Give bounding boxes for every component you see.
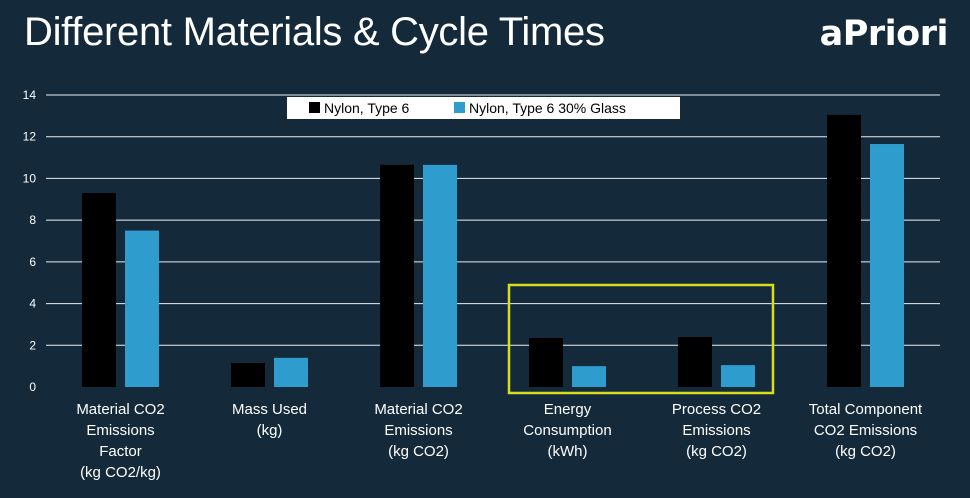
bar-nylon-type-6-30-glass [423, 164, 457, 387]
x-category-label: Material CO2 Emissions (kg CO2) [374, 401, 462, 460]
x-category-label: Energy Consumption (kWh) [523, 401, 611, 460]
bar-nylon-type-6 [231, 363, 265, 387]
x-category-label-line: Consumption [523, 422, 611, 439]
bar-nylon-type-6-30-glass [572, 366, 606, 387]
logo-text: aPriori [819, 14, 949, 54]
x-category-label-line: (kg CO2) [835, 443, 896, 460]
apriori-logo: aPriori [819, 14, 949, 54]
x-category-label: Process CO2 Emissions (kg CO2) [672, 401, 761, 460]
bar-nylon-type-6 [827, 114, 861, 388]
x-category-label-line: (kg) [257, 422, 283, 439]
x-category-label-line: (kWh) [548, 443, 588, 460]
bar-nylon-type-6-30-glass [721, 365, 755, 387]
y-tick-label: 0 [29, 380, 36, 394]
x-category-label-line: Emissions [86, 422, 154, 439]
highlight-box [507, 283, 775, 395]
y-tick-label: 6 [29, 255, 36, 269]
y-tick-label: 8 [29, 213, 36, 227]
x-category-label-line: Material CO2 [374, 401, 462, 418]
x-category-label-line: (kg CO2/kg) [80, 464, 161, 481]
y-tick-label: 2 [29, 338, 36, 352]
legend-swatch [309, 102, 320, 113]
bar-nylon-type-6-30-glass [870, 144, 904, 387]
slide-title: Different Materials & Cycle Times [24, 10, 605, 54]
y-tick-label: 12 [23, 130, 37, 144]
bar-nylon-type-6 [380, 164, 414, 387]
x-category-label: Material CO2 Emissions Factor (kg CO2/kg) [76, 401, 164, 481]
x-category-label: Total Component CO2 Emissions (kg CO2) [809, 401, 923, 460]
x-category-label-line: Energy [544, 401, 592, 418]
bar-nylon-type-6-30-glass [125, 230, 159, 387]
bar-nylon-type-6 [529, 337, 563, 387]
bar-nylon-type-6 [678, 336, 712, 387]
x-category-label-line: Process CO2 [672, 401, 761, 418]
y-tick-label: 4 [29, 297, 36, 311]
x-category-label-line: Total Component [809, 401, 923, 418]
x-category-label-line: Mass Used [232, 401, 307, 418]
legend-label: Nylon, Type 6 30% Glass [469, 100, 626, 116]
legend-box [287, 97, 680, 119]
bar-nylon-type-6-30-glass [274, 357, 308, 387]
legend-label: Nylon, Type 6 [324, 100, 410, 116]
x-category-label-line: Emissions [384, 422, 452, 439]
x-category-label-line: Material CO2 [76, 401, 164, 418]
x-category-label-line: Factor [99, 443, 142, 460]
y-tick-label: 14 [23, 88, 37, 102]
x-category-label-line: (kg CO2) [686, 443, 747, 460]
x-category-label-line: Emissions [682, 422, 750, 439]
x-category-label: Mass Used (kg) [232, 401, 307, 439]
y-tick-label: 10 [23, 171, 37, 185]
x-category-label-line: (kg CO2) [388, 443, 449, 460]
x-category-label-line: CO2 Emissions [814, 422, 917, 439]
bar-nylon-type-6 [82, 193, 116, 387]
legend-swatch [454, 102, 465, 113]
